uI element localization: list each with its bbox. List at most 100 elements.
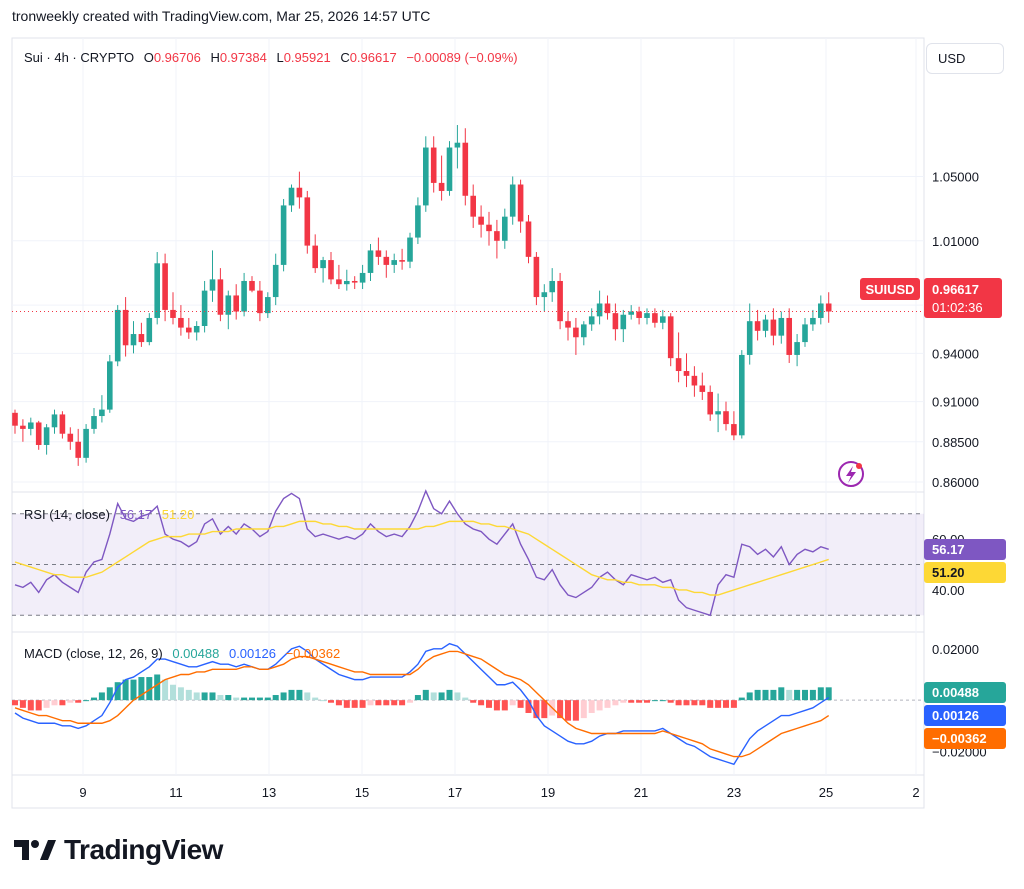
macd-histogram-bar — [407, 700, 413, 703]
hist-axis-tag: 0.00488 — [932, 685, 979, 700]
open-label: O — [144, 50, 154, 65]
candle-body — [691, 375, 698, 386]
rsi-tick-label: 40.00 — [932, 583, 965, 598]
macd-line — [14, 642, 830, 766]
macd-histogram-bar — [699, 700, 706, 706]
signal-line — [14, 650, 830, 758]
candle-body — [612, 313, 619, 330]
macd-histogram-bar — [296, 689, 303, 701]
candle-body — [478, 216, 484, 225]
macd-histogram-bar — [794, 689, 801, 701]
macd-histogram-bar — [730, 700, 737, 708]
macd-histogram-bar — [83, 700, 90, 702]
rsi-ma-legend-value: 51.20 — [162, 507, 195, 522]
macd-histogram-bar — [67, 700, 74, 703]
time-tick-label: 13 — [262, 785, 276, 800]
price-tick-label: 0.86000 — [932, 475, 979, 490]
rsi-ma-line — [14, 520, 829, 596]
price-tag-value: 0.96617 — [932, 282, 979, 297]
macd-legend: MACD (close, 12, 26, 9) 0.00488 0.00126 … — [24, 646, 340, 661]
macd-histogram-bar — [446, 689, 453, 701]
candle-body — [122, 309, 129, 346]
candle-body — [415, 205, 421, 238]
candle-body — [581, 324, 587, 338]
macd-histogram-bar — [723, 700, 729, 708]
macd-histogram-bar — [786, 689, 793, 701]
candle-body — [344, 280, 350, 285]
macd-histogram-bar — [572, 700, 579, 721]
macd-histogram-bar — [177, 687, 184, 701]
macd-histogram-bar — [612, 700, 619, 706]
macd-histogram-bar — [91, 697, 97, 701]
candle-body — [367, 250, 374, 273]
macd-histogram-bar — [59, 700, 66, 706]
candle-body — [328, 260, 334, 280]
macd-histogram-bar — [114, 682, 121, 701]
candle-body — [154, 263, 160, 318]
macd-histogram-bar — [201, 692, 208, 701]
macd-histogram-bar — [770, 689, 777, 701]
candle-body — [20, 425, 26, 429]
chart-canvas[interactable]: 1.050001.010000.970000.940000.910000.885… — [0, 0, 1024, 820]
macd-histogram-bar — [146, 677, 153, 701]
time-tick-label: 9 — [79, 785, 86, 800]
low-value: 0.95921 — [284, 50, 331, 65]
macd-histogram-bar — [762, 689, 769, 701]
macd-histogram-bar — [391, 700, 398, 706]
candle-body — [43, 427, 50, 445]
rsi-ma-axis-tag: 51.20 — [932, 565, 965, 580]
candle-body — [731, 424, 737, 436]
macd-histogram-bar — [280, 692, 287, 701]
tradingview-logo-text: TradingView — [64, 834, 223, 865]
time-tick-label: 15 — [355, 785, 369, 800]
candle-body — [162, 263, 168, 310]
macd-histogram-bar — [565, 700, 571, 721]
hist-tag-bg — [924, 682, 1006, 703]
macd-histogram-bar — [35, 700, 42, 711]
candle-body — [336, 279, 342, 285]
macd-tag-bg — [924, 705, 1006, 726]
candle-body — [399, 260, 405, 262]
macd-histogram-bar — [193, 692, 200, 701]
macd-title: MACD (close, 12, 26, 9) — [24, 646, 163, 661]
candle-body — [754, 321, 761, 331]
candle-body — [549, 280, 555, 293]
macd-histogram-bar — [715, 700, 722, 708]
candle-body — [707, 391, 713, 415]
candle-body — [588, 316, 595, 325]
macd-histogram-bar — [328, 700, 334, 703]
symbol-tag-bg — [860, 278, 920, 300]
macd-histogram-bar — [651, 700, 658, 702]
candle-body — [170, 309, 176, 318]
macd-histogram-bar — [493, 700, 500, 711]
rsi-line — [14, 489, 829, 617]
macd-histogram-bar — [691, 700, 698, 706]
macd-histogram-bar — [430, 692, 437, 701]
macd-histogram-bar — [209, 692, 216, 701]
macd-histogram-bar — [478, 700, 485, 706]
candle-body — [146, 317, 153, 343]
macd-histogram-bar — [667, 700, 674, 703]
lightning-icon[interactable] — [838, 461, 864, 487]
candle-body — [35, 422, 42, 445]
candle-body — [746, 321, 753, 355]
macd-histogram-bar — [802, 689, 808, 701]
macd-histogram-bar — [351, 700, 358, 708]
price-tick-label: 0.91000 — [932, 395, 979, 410]
macd-histogram-bar — [644, 700, 650, 703]
macd-histogram-bar — [233, 697, 240, 701]
candle-body — [201, 290, 208, 326]
candle-body — [565, 321, 571, 328]
candle-body — [794, 342, 800, 355]
macd-histogram-bar — [525, 700, 532, 713]
candle-body — [762, 319, 769, 331]
macd-histogram-bar — [122, 679, 129, 701]
currency-button[interactable]: USD — [926, 43, 1004, 74]
low-label: L — [276, 50, 283, 65]
candle-body — [438, 182, 445, 191]
macd-histogram-bar — [343, 700, 350, 708]
candle-body — [91, 416, 97, 429]
macd-histogram-bar — [517, 700, 524, 708]
last-price-tag: SUIUSD 0.96617 01:02:36 — [860, 278, 1002, 318]
macd-tick-label: 0.02000 — [932, 642, 979, 657]
